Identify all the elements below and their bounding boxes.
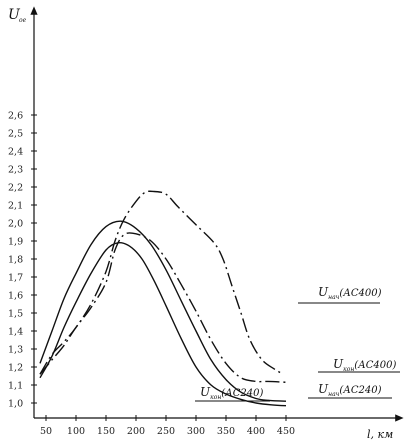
label-u-kon-ac400: Uкон(АС400) [333, 357, 396, 373]
x-tick-label: 450 [277, 426, 295, 437]
y-tick-label: 1,7 [8, 273, 23, 284]
series-u-nach-ac400 [39, 190, 284, 375]
label-u-nach-ac240: Uнач(АС240) [318, 382, 382, 398]
label-u-kon-ac240: Uкон(АС240) [200, 385, 263, 401]
series-u-kon-ac240 [39, 241, 287, 407]
series-u-nach-ac240 [39, 220, 287, 402]
x-tick-label: 300 [187, 426, 205, 437]
y-tick-label: 1,3 [8, 345, 23, 356]
label-u-nach-ac400: Uнач(АС400) [318, 285, 382, 301]
y-tick-label: 2,4 [8, 147, 23, 158]
y-tick-label: 1,1 [8, 381, 23, 392]
y-axis-title-subscript: ое [19, 17, 27, 24]
y-tick-label: 1,4 [8, 327, 23, 338]
x-tick-label: 200 [127, 426, 145, 437]
y-tick-label: 2,3 [8, 165, 23, 176]
y-tick-label: 2,6 [8, 111, 23, 122]
x-tick-label: 350 [217, 426, 235, 437]
y-tick-label: 2,1 [8, 201, 23, 212]
y-tick-label: 2,0 [8, 219, 23, 230]
y-tick-label: 1,6 [8, 291, 23, 302]
x-tick-label: 50 [40, 426, 52, 437]
x-axis-title: l, км [367, 428, 393, 441]
x-tick-label: 150 [97, 426, 115, 437]
y-tick-label: 1,5 [8, 309, 23, 320]
y-tick-label: 1,0 [8, 399, 23, 410]
y-tick-label: 1,9 [8, 237, 23, 248]
x-tick-label: 250 [157, 426, 175, 437]
y-axis-title: U [8, 7, 21, 23]
x-tick-label: 400 [247, 426, 265, 437]
series-u-kon-ac400 [39, 232, 287, 383]
x-tick-label: 100 [67, 426, 85, 437]
y-tick-label: 2,2 [8, 183, 23, 194]
y-tick-label: 2,5 [8, 129, 23, 140]
y-tick-label: 1,2 [8, 363, 23, 374]
y-tick-label: 1,8 [8, 255, 23, 266]
